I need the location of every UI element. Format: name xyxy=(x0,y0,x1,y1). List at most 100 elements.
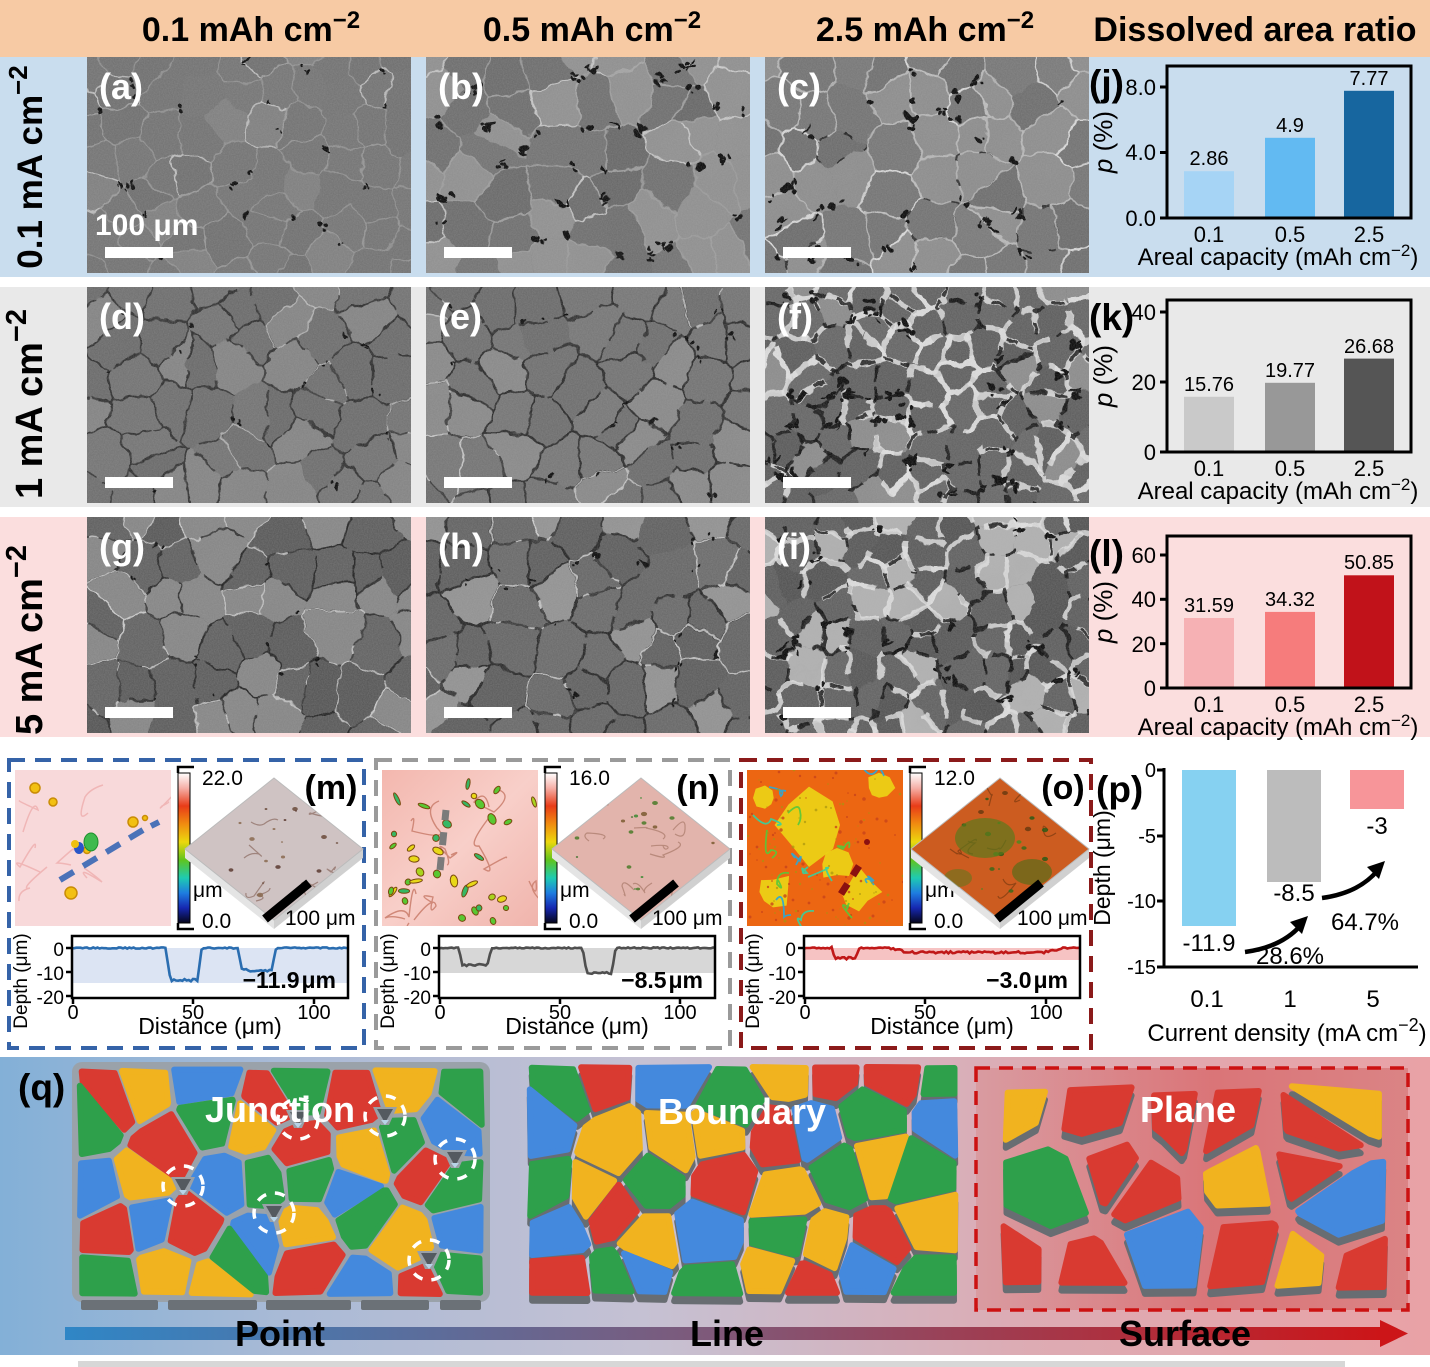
svg-text:100 μm: 100 μm xyxy=(652,907,722,930)
svg-text:Areal capacity (mAh cm−2): Areal capacity (mAh cm−2) xyxy=(1138,711,1419,742)
svg-text:-15: -15 xyxy=(1127,957,1156,979)
svg-text:60: 60 xyxy=(1132,543,1156,568)
svg-text:50: 50 xyxy=(182,1002,204,1024)
svg-text:Point: Point xyxy=(235,1313,325,1354)
svg-text:50: 50 xyxy=(549,1002,571,1024)
svg-text:Surface: Surface xyxy=(1119,1313,1251,1354)
svg-text:Depth (μm): Depth (μm) xyxy=(11,933,32,1028)
svg-text:15.76: 15.76 xyxy=(1184,374,1234,396)
svg-text:19.77: 19.77 xyxy=(1265,360,1315,382)
svg-text:0.1 mA cm−2: 0.1 mA cm−2 xyxy=(3,65,50,268)
svg-text:26.68: 26.68 xyxy=(1344,336,1394,358)
svg-text:(a): (a) xyxy=(99,66,143,107)
svg-text:100 μm: 100 μm xyxy=(285,907,355,930)
svg-text:0: 0 xyxy=(1145,760,1156,782)
svg-text:(p): (p) xyxy=(1096,769,1143,810)
svg-text:-8.5: -8.5 xyxy=(1273,880,1314,907)
svg-text:0.0: 0.0 xyxy=(1125,206,1156,231)
svg-text:100: 100 xyxy=(663,1002,696,1024)
svg-text:8.0: 8.0 xyxy=(1125,75,1156,100)
svg-text:2.5: 2.5 xyxy=(1354,692,1385,717)
svg-text:Dissolved area ratio: Dissolved area ratio xyxy=(1093,11,1416,49)
svg-text:-10: -10 xyxy=(37,964,64,985)
svg-text:Line: Line xyxy=(690,1313,764,1354)
svg-text:0: 0 xyxy=(1144,440,1156,465)
svg-text:(b): (b) xyxy=(438,66,484,107)
svg-text:(c): (c) xyxy=(777,66,821,107)
svg-text:0: 0 xyxy=(434,1002,445,1024)
svg-text:Current density (mA cm−2): Current density (mA cm−2) xyxy=(1147,1015,1426,1047)
svg-text:20: 20 xyxy=(1132,370,1156,395)
svg-text:50.85: 50.85 xyxy=(1344,552,1394,574)
svg-text:2.5: 2.5 xyxy=(1354,222,1385,247)
svg-text:0.0: 0.0 xyxy=(569,910,598,933)
svg-text:Depth (μm): Depth (μm) xyxy=(378,933,399,1028)
svg-text:(m): (m) xyxy=(305,769,358,807)
svg-text:0.1: 0.1 xyxy=(1194,222,1225,247)
svg-text:0.1: 0.1 xyxy=(1194,692,1225,717)
svg-text:(d): (d) xyxy=(99,296,145,337)
svg-text:−3.0 μm: −3.0 μm xyxy=(986,967,1068,993)
svg-text:0.1: 0.1 xyxy=(1194,456,1225,481)
svg-text:100 μm: 100 μm xyxy=(95,209,198,242)
svg-text:16.0: 16.0 xyxy=(569,767,610,790)
svg-text:-3: -3 xyxy=(1366,813,1387,840)
svg-text:2.5: 2.5 xyxy=(1354,456,1385,481)
svg-text:0: 0 xyxy=(785,940,796,961)
svg-text:100: 100 xyxy=(297,1002,330,1024)
svg-text:0.0: 0.0 xyxy=(934,910,963,933)
svg-text:2.5 mAh cm−2: 2.5 mAh cm−2 xyxy=(816,7,1034,50)
svg-text:Areal capacity (mAh cm−2): Areal capacity (mAh cm−2) xyxy=(1138,241,1419,272)
svg-text:μm: μm xyxy=(193,879,223,902)
svg-text:Depth (μm): Depth (μm) xyxy=(1089,810,1115,926)
svg-text:40: 40 xyxy=(1132,587,1156,612)
svg-text:31.59: 31.59 xyxy=(1184,595,1234,617)
svg-text:(j): (j) xyxy=(1089,63,1124,104)
svg-text:-5: -5 xyxy=(1138,826,1156,848)
svg-text:4.9: 4.9 xyxy=(1276,115,1304,137)
svg-text:(o): (o) xyxy=(1041,769,1084,807)
svg-text:−8.5 μm: −8.5 μm xyxy=(621,967,703,993)
svg-text:12.0: 12.0 xyxy=(934,767,975,790)
svg-text:0: 0 xyxy=(799,1002,810,1024)
svg-text:0.1: 0.1 xyxy=(1190,986,1223,1013)
svg-text:p (%): p (%) xyxy=(1088,345,1118,408)
svg-text:1: 1 xyxy=(1283,986,1296,1013)
svg-text:28.6%: 28.6% xyxy=(1256,943,1324,970)
svg-text:5 mA cm−2: 5 mA cm−2 xyxy=(1,545,51,735)
svg-text:(k): (k) xyxy=(1089,297,1134,338)
svg-text:−11.9 μm: −11.9 μm xyxy=(243,967,336,993)
svg-text:-20: -20 xyxy=(769,988,796,1009)
svg-text:0: 0 xyxy=(1144,676,1156,701)
svg-text:0: 0 xyxy=(53,940,64,961)
svg-text:20: 20 xyxy=(1132,632,1156,657)
svg-text:(e): (e) xyxy=(438,296,482,337)
svg-text:(q): (q) xyxy=(18,1067,65,1108)
svg-text:40: 40 xyxy=(1132,300,1156,325)
svg-text:22.0: 22.0 xyxy=(202,767,243,790)
svg-text:4.0: 4.0 xyxy=(1125,140,1156,165)
svg-text:0.5: 0.5 xyxy=(1275,456,1306,481)
svg-text:0: 0 xyxy=(67,1002,78,1024)
svg-text:(n): (n) xyxy=(676,769,719,807)
svg-text:Distance (μm): Distance (μm) xyxy=(138,1013,282,1039)
svg-text:64.7%: 64.7% xyxy=(1331,909,1399,936)
svg-text:0.5: 0.5 xyxy=(1275,222,1306,247)
svg-text:p (%): p (%) xyxy=(1088,581,1118,644)
svg-text:0.5 mAh cm−2: 0.5 mAh cm−2 xyxy=(483,7,701,50)
svg-text:7.77: 7.77 xyxy=(1350,68,1389,90)
svg-text:0.1 mAh cm−2: 0.1 mAh cm−2 xyxy=(142,7,360,50)
svg-text:Distance (μm): Distance (μm) xyxy=(505,1013,649,1039)
svg-text:Depth (μm): Depth (μm) xyxy=(743,933,764,1028)
svg-text:(g): (g) xyxy=(99,526,145,567)
svg-text:μm: μm xyxy=(560,879,590,902)
svg-text:-10: -10 xyxy=(1127,891,1156,913)
svg-text:(f): (f) xyxy=(777,296,813,337)
svg-text:34.32: 34.32 xyxy=(1265,589,1315,611)
svg-text:100 μm: 100 μm xyxy=(1017,907,1087,930)
svg-text:Boundary: Boundary xyxy=(658,1091,826,1132)
svg-text:(i): (i) xyxy=(777,526,811,567)
svg-text:Areal capacity (mAh cm−2): Areal capacity (mAh cm−2) xyxy=(1138,475,1419,506)
svg-text:Distance (μm): Distance (μm) xyxy=(870,1013,1014,1039)
svg-text:p (%): p (%) xyxy=(1088,111,1118,174)
